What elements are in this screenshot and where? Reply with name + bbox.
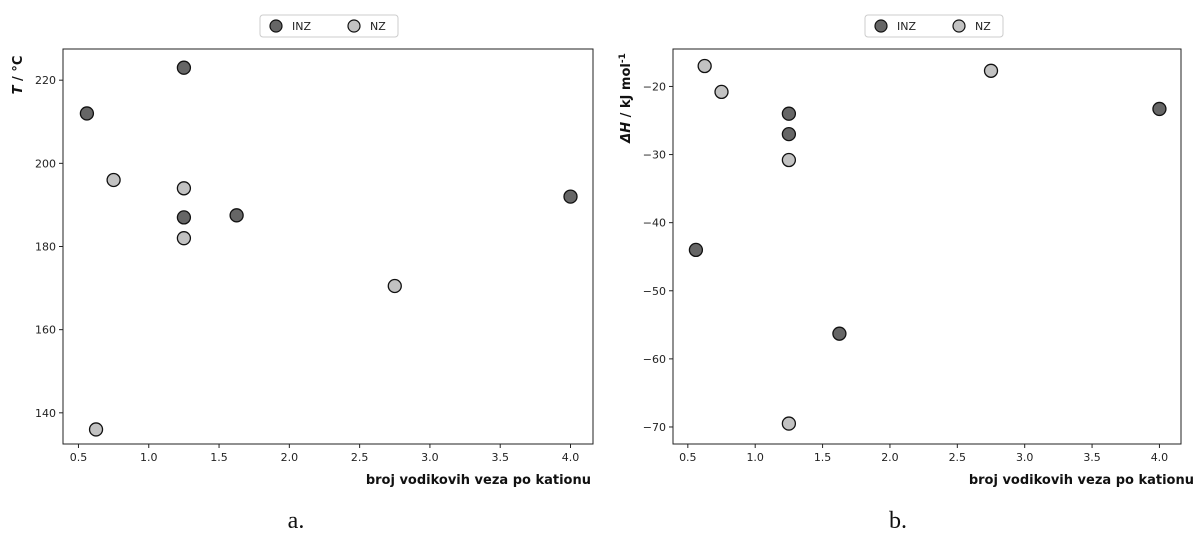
data-point-nz [176, 181, 192, 196]
x-axis-ticks: 0.5 1.0 1.5 2.0 2.5 3.0 3.5 4.0 [70, 444, 580, 464]
x-tick-label: 0.5 [679, 451, 697, 464]
y-tick-label: −20 [643, 80, 666, 93]
chart-panel-b: INZ NZ 0.5 1.0 1.5 2.0 2.5 3.0 3.5 4.0 −70 −60 −5… [618, 14, 1194, 534]
y-tick-label: 140 [35, 407, 56, 420]
x-tick-label: 3.0 [421, 451, 439, 464]
y-axis-label-unit: / kJ mol [619, 63, 634, 122]
y-axis-label-symbol: ΔH [619, 122, 634, 144]
panel-caption-b: b. [889, 508, 907, 534]
data-point-inz [1152, 101, 1167, 117]
data-point-inz [781, 126, 797, 142]
legend: INZ NZ [864, 14, 1004, 38]
y-axis-label-unit: / °C [11, 56, 26, 86]
data-point-nz [387, 278, 402, 294]
x-tick-label: 0.5 [70, 451, 88, 464]
y-tick-label: 160 [35, 324, 56, 337]
x-tick-label: 2.5 [949, 451, 967, 464]
y-axis-label-superscript: -1 [618, 53, 628, 63]
legend-marker-nz [952, 19, 966, 33]
legend-marker-inz [874, 19, 888, 33]
legend-label-nz: NZ [370, 20, 386, 33]
data-point-nz [781, 416, 797, 431]
x-tick-label: 3.5 [491, 451, 509, 464]
y-axis-ticks: −70 −60 −50 −40 −30 −20 [643, 80, 673, 434]
data-point-inz [563, 189, 578, 204]
legend-label-inz: INZ [292, 20, 311, 33]
chart-panel-a: INZ NZ 0.5 1.0 1.5 2.0 2.5 3.0 3.5 4.0 140 160 18… [11, 14, 594, 534]
data-point-nz [106, 172, 121, 188]
data-point-nz [176, 231, 192, 246]
data-point-inz [688, 242, 704, 258]
legend-marker-nz [347, 19, 361, 33]
data-points [79, 60, 578, 437]
data-point-nz [714, 84, 729, 100]
x-tick-label: 3.0 [1016, 451, 1034, 464]
x-tick-label: 1.5 [814, 451, 832, 464]
plot-frame [62, 48, 594, 445]
data-point-nz [983, 63, 999, 78]
y-axis-label: ΔH / kJ mol-1 [618, 53, 634, 144]
data-point-inz [229, 208, 244, 223]
data-point-inz [79, 106, 95, 121]
y-tick-label: 220 [35, 74, 56, 87]
legend-frame [864, 14, 1004, 38]
legend-marker-inz [269, 19, 283, 33]
x-axis-label: broj vodikovih veza po kationu [366, 473, 591, 488]
data-point-inz [781, 106, 797, 121]
x-tick-label: 2.5 [351, 451, 369, 464]
plot-frame [672, 48, 1182, 445]
data-point-nz [88, 422, 104, 437]
x-tick-label: 2.0 [281, 451, 299, 464]
x-axis-ticks: 0.5 1.0 1.5 2.0 2.5 3.0 3.5 4.0 [679, 444, 1168, 464]
x-tick-label: 1.0 [746, 451, 764, 464]
y-axis-label: T / °C [11, 56, 26, 95]
x-tick-label: 1.5 [210, 451, 228, 464]
data-point-nz [697, 58, 712, 74]
data-points [688, 58, 1167, 431]
data-point-nz [781, 152, 797, 168]
data-point-inz [832, 326, 847, 341]
legend: INZ NZ [259, 14, 399, 38]
x-tick-label: 2.0 [881, 451, 899, 464]
legend-label-inz: INZ [897, 20, 916, 33]
y-tick-label: −30 [643, 149, 666, 162]
legend-frame [259, 14, 399, 38]
y-tick-label: −50 [643, 285, 666, 298]
y-tick-label: −60 [643, 353, 666, 366]
x-axis-label: broj vodikovih veza po kationu [969, 473, 1194, 488]
panel-caption-a: a. [288, 508, 305, 534]
y-tick-label: 180 [35, 241, 56, 254]
x-tick-label: 3.5 [1083, 451, 1101, 464]
y-axis-ticks: 140 160 180 200 220 [35, 74, 63, 420]
x-tick-label: 4.0 [562, 451, 580, 464]
x-tick-label: 1.0 [140, 451, 158, 464]
legend-label-nz: NZ [975, 20, 991, 33]
y-tick-label: −40 [643, 217, 666, 230]
data-point-inz [176, 210, 192, 225]
y-tick-label: −70 [643, 421, 666, 434]
y-tick-label: 200 [35, 157, 56, 170]
data-point-inz [176, 60, 192, 75]
x-tick-label: 4.0 [1151, 451, 1169, 464]
y-axis-label-symbol: T [11, 84, 26, 94]
